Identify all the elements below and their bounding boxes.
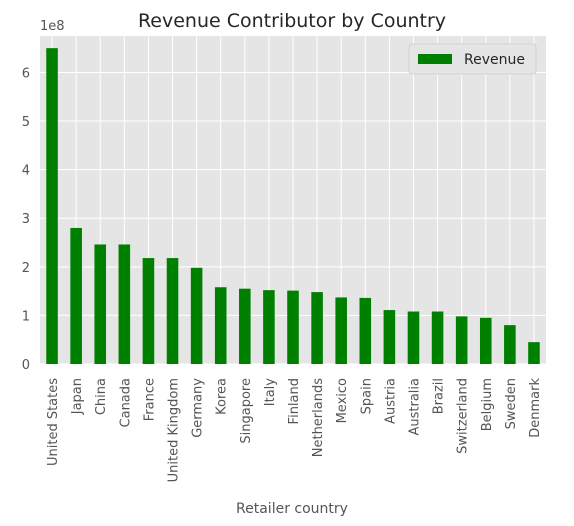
bar bbox=[263, 290, 275, 364]
y-tick-label: 1 bbox=[22, 309, 30, 324]
bar bbox=[335, 297, 347, 364]
legend-swatch bbox=[418, 54, 452, 64]
bars-group bbox=[46, 48, 540, 365]
x-axis-label: Retailer country bbox=[236, 501, 348, 517]
x-tick-label: United Kingdom bbox=[167, 378, 182, 482]
legend-frame bbox=[408, 43, 537, 75]
x-tick-label: Italy bbox=[263, 378, 278, 407]
x-tick-label: Korea bbox=[215, 378, 230, 415]
y-offset-label: 1e8 bbox=[40, 19, 65, 34]
bar bbox=[142, 258, 155, 364]
bar bbox=[528, 342, 540, 364]
x-tick-label: France bbox=[142, 378, 157, 421]
bar bbox=[118, 244, 131, 364]
legend-label: Revenue bbox=[464, 52, 525, 68]
x-tick-label: China bbox=[94, 378, 109, 415]
x-tick-label: Brazil bbox=[432, 378, 447, 414]
bar bbox=[407, 311, 420, 364]
x-tick-label: Switzerland bbox=[456, 378, 471, 454]
x-tick-label: Spain bbox=[359, 378, 374, 414]
x-tick-label: Japan bbox=[70, 378, 85, 415]
x-tick-label: Finland bbox=[287, 378, 302, 424]
bar bbox=[504, 325, 516, 364]
bar bbox=[94, 244, 107, 364]
y-tick-label: 0 bbox=[22, 358, 30, 373]
chart-title: Revenue Contributor by Country bbox=[138, 10, 446, 32]
bar bbox=[479, 317, 492, 364]
bar bbox=[383, 310, 396, 364]
x-tick-label: Denmark bbox=[528, 378, 543, 438]
y-tick-label: 5 bbox=[22, 115, 30, 130]
bar bbox=[190, 267, 203, 364]
x-tick-label: Austria bbox=[383, 378, 398, 424]
bar bbox=[214, 287, 227, 364]
bar bbox=[455, 316, 468, 364]
bar bbox=[431, 311, 444, 364]
legend: Revenue bbox=[408, 43, 537, 75]
x-tick-label: United States bbox=[46, 378, 61, 466]
x-tick-label: Germany bbox=[191, 378, 206, 438]
x-tick-label: Singapore bbox=[239, 378, 254, 444]
y-tick-label: 6 bbox=[22, 66, 30, 81]
y-tick-label: 3 bbox=[22, 212, 30, 227]
bar bbox=[287, 290, 299, 364]
bar bbox=[70, 227, 82, 364]
bar bbox=[166, 258, 179, 364]
bar bbox=[359, 297, 372, 364]
x-tick-label: Canada bbox=[118, 378, 133, 427]
bar bbox=[46, 48, 58, 365]
x-tick-label: Mexico bbox=[335, 378, 350, 423]
y-tick-label: 2 bbox=[22, 261, 30, 276]
bar bbox=[311, 292, 323, 364]
x-tick-label: Australia bbox=[407, 378, 422, 436]
y-tick-labels: 0 1 2 3 4 5 6 bbox=[22, 66, 30, 373]
x-tick-label: Sweden bbox=[504, 378, 519, 429]
bar bbox=[239, 288, 251, 364]
x-tick-label: Netherlands bbox=[311, 378, 326, 457]
x-tick-label: Belgium bbox=[480, 378, 495, 431]
x-tick-labels: United States Japan China Canada France Unite… bbox=[46, 378, 543, 483]
y-tick-label: 4 bbox=[22, 164, 30, 179]
